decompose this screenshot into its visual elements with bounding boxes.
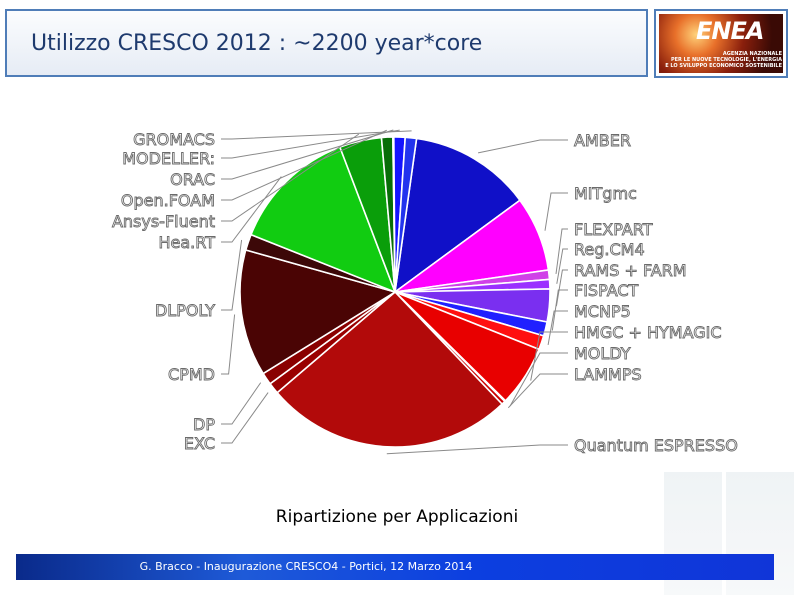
slice-label-dp: DP xyxy=(193,415,215,434)
slice-label-modeller: MODELLER: xyxy=(122,149,215,168)
leader-line-cpmd xyxy=(221,314,236,375)
slice-label-fispact: FISPACT xyxy=(574,281,639,300)
slice-label-amber: AMBER xyxy=(574,131,631,150)
slice-label-quantum-espresso: Quantum ESPRESSO xyxy=(574,436,738,455)
slide-header: Utilizzo CRESCO 2012 : ~2200 year*core xyxy=(5,9,648,77)
logo-subtitle: AGENZIA NAZIONALE PER LE NUOVE TECNOLOGI… xyxy=(660,51,782,69)
footer-text: G. Bracco - Inaugurazione CRESCO4 - Port… xyxy=(139,560,473,573)
leader-line-fispact xyxy=(551,289,568,331)
leader-line-ansys-fluent xyxy=(221,133,360,222)
logo-sub-line: E LO SVILUPPO ECONOMICO SOSTENIBILE xyxy=(665,63,782,69)
slice-label-hea-rt: Hea.RT xyxy=(159,233,216,252)
slice-label-mcnp5: MCNP5 xyxy=(574,302,631,321)
slice-label-mitgmc: MITgmc xyxy=(574,184,637,203)
leader-line-orac xyxy=(221,129,394,180)
leader-line-gromacs xyxy=(221,130,412,140)
slice-label-hmgc-hymagic: HMGC + HYMAGIC xyxy=(574,323,722,342)
leader-line-flexpart xyxy=(555,228,568,274)
enea-logo: ENEA AGENZIA NAZIONALE PER LE NUOVE TECN… xyxy=(654,9,788,78)
leader-line-lammps xyxy=(507,373,568,409)
slice-label-cpmd: CPMD xyxy=(168,365,215,384)
leader-line-open-foam xyxy=(221,129,388,201)
slice-label-open-foam: Open.FOAM xyxy=(121,191,215,210)
leader-line-quantum-espresso xyxy=(386,444,568,455)
slice-label-reg-cm4: Reg.CM4 xyxy=(574,240,645,259)
leader-line-rams-farm xyxy=(555,269,568,307)
slice-label-moldy: MOLDY xyxy=(574,344,631,363)
leader-line-mcnp5 xyxy=(547,310,568,345)
slice-label-ansys-fluent: Ansys-Fluent xyxy=(112,212,215,231)
pie-slice-cpmd xyxy=(239,248,397,375)
leader-line-dlpoly xyxy=(221,239,243,311)
logo-background xyxy=(659,14,783,73)
slice-label-lammps: LAMMPS xyxy=(574,365,642,384)
logo-word: ENEA xyxy=(696,17,764,45)
slice-label-dlpoly: DLPOLY xyxy=(155,301,215,320)
slice-label-flexpart: FLEXPART xyxy=(574,220,653,239)
pie-slice-amber xyxy=(393,137,522,294)
leader-line-amber xyxy=(477,139,568,154)
slice-label-exc: EXC xyxy=(184,434,215,453)
slice-label-rams-farm: RAMS + FARM xyxy=(574,261,687,280)
leader-line-mitgmc xyxy=(544,192,568,231)
slice-label-gromacs: GROMACS xyxy=(133,130,215,149)
pie-slice-quantum-espresso xyxy=(276,290,504,448)
leader-line-reg-cm4 xyxy=(556,248,568,284)
pie-slice-gromacs xyxy=(394,136,418,293)
leader-line-dp xyxy=(221,382,262,425)
footer-bar: G. Bracco - Inaugurazione CRESCO4 - Port… xyxy=(16,554,774,580)
slide-title: Utilizzo CRESCO 2012 : ~2200 year*core xyxy=(31,31,483,56)
leader-line-modeller xyxy=(221,129,400,159)
leader-line-exc xyxy=(221,392,269,444)
slice-label-orac: ORAC xyxy=(170,170,215,189)
logo-sub-line: AGENZIA NAZIONALE xyxy=(722,51,782,57)
logo-sub-line: PER LE NUOVE TECNOLOGIE, L'ENERGIA xyxy=(670,57,782,63)
leader-line-moldy xyxy=(509,352,568,407)
chart-caption: Ripartizione per Applicazioni xyxy=(275,507,519,527)
